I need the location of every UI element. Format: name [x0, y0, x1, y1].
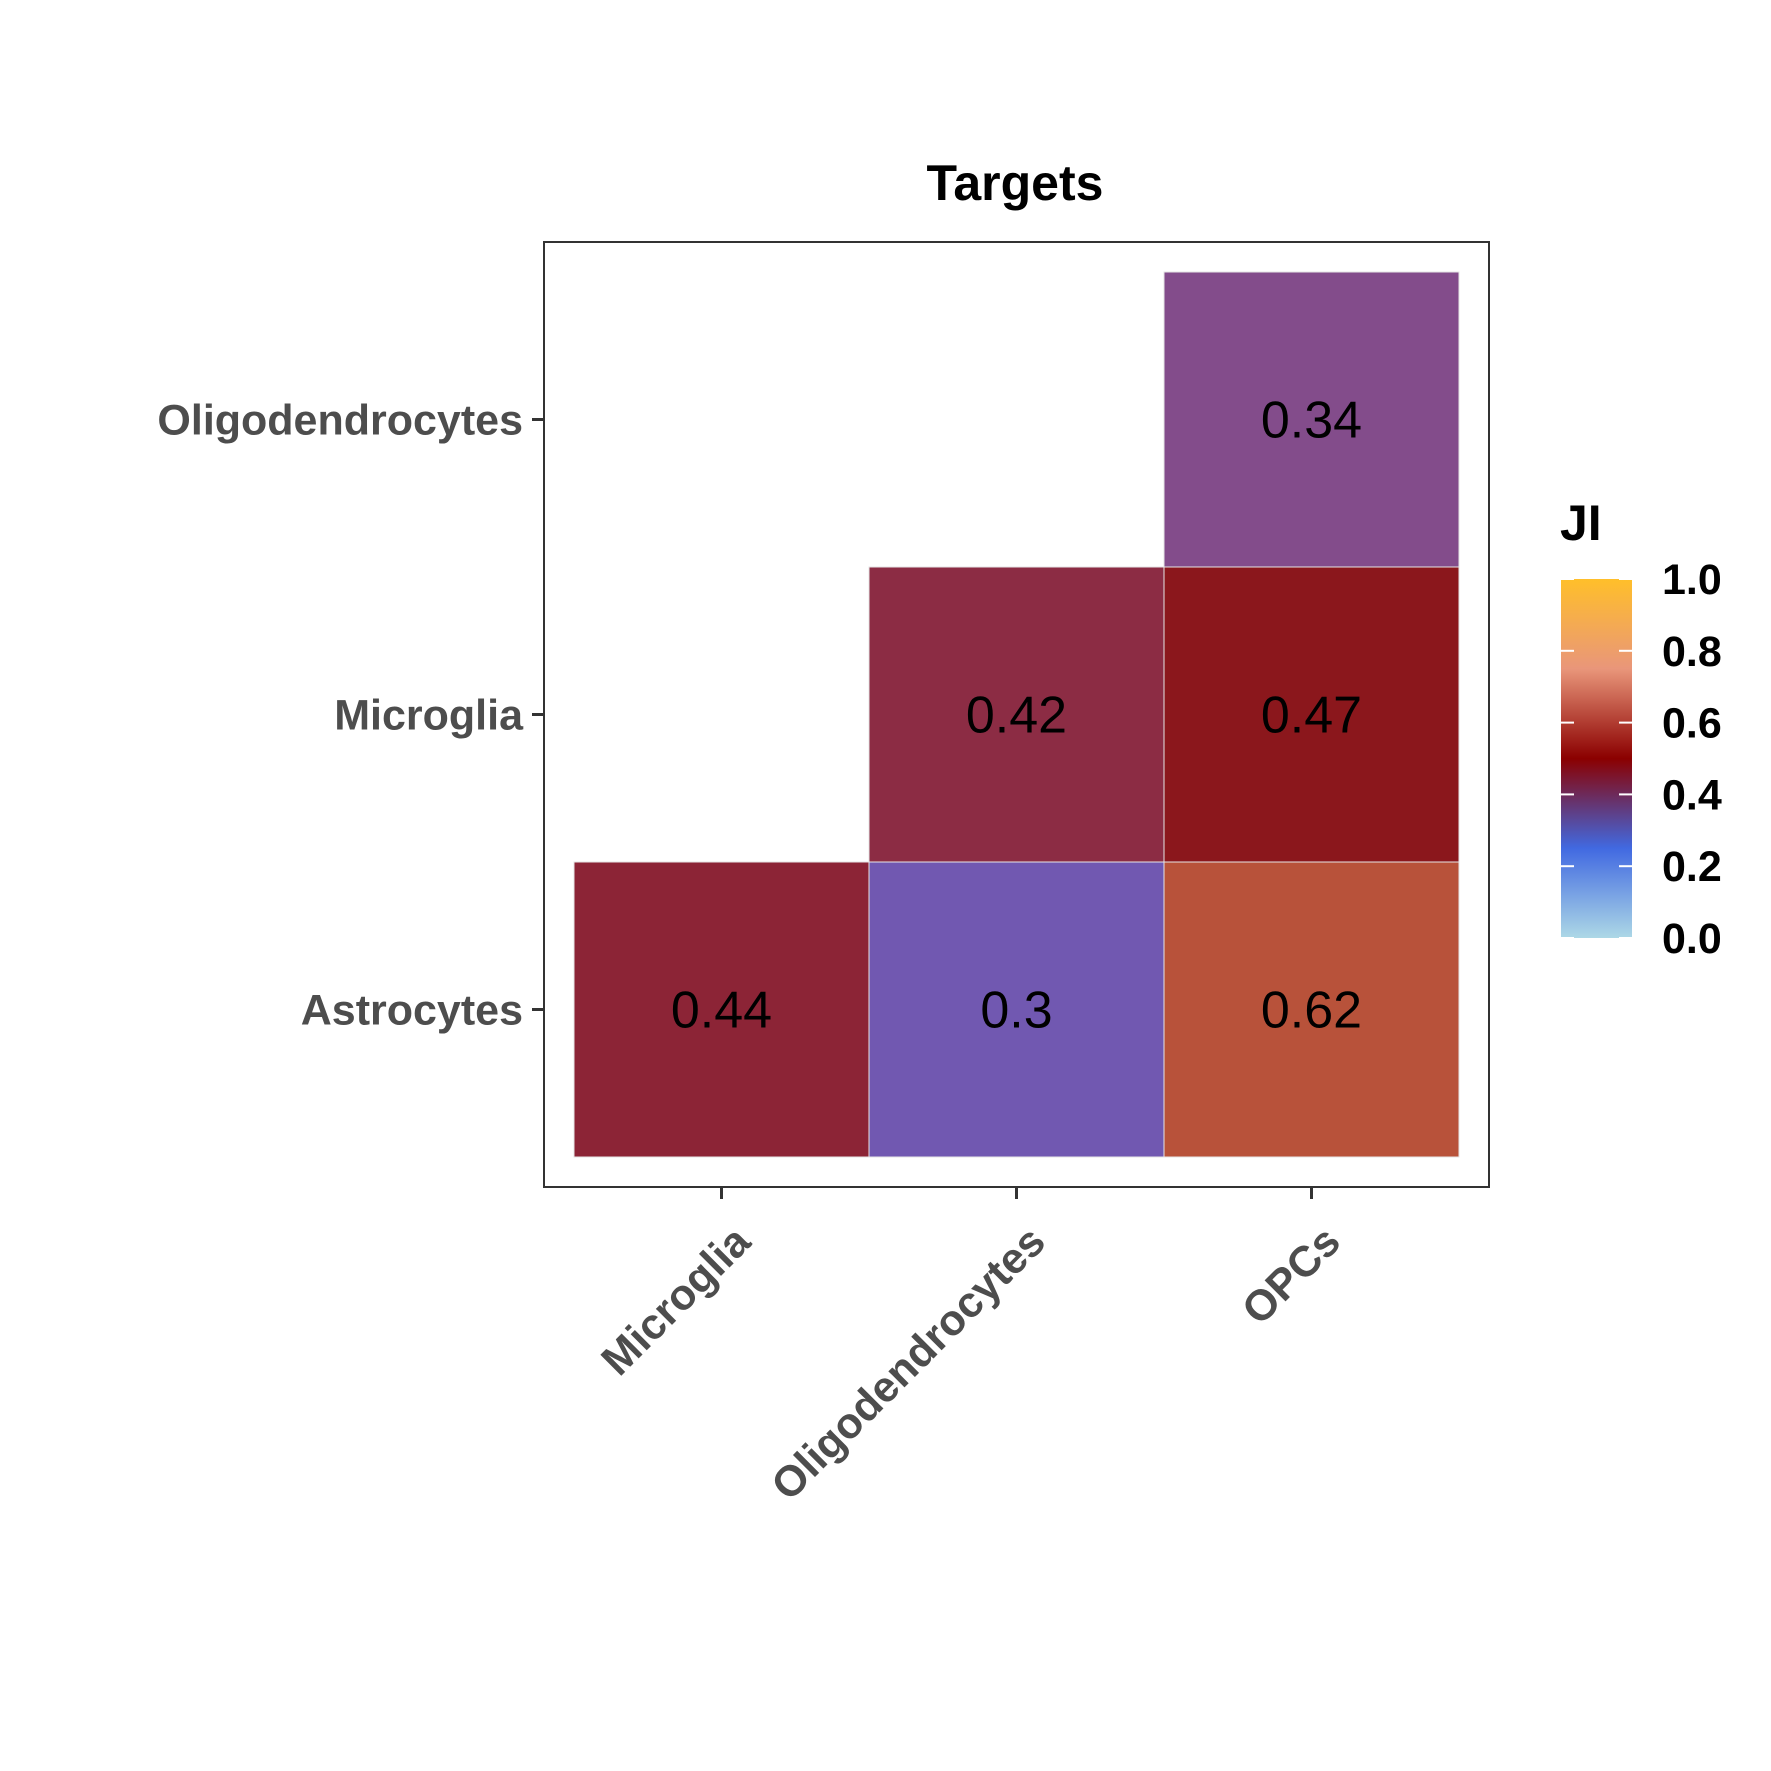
legend-tick-label-1-0: 1.0	[1662, 556, 1722, 604]
heatmap-cell-microglia-opcs	[1163, 566, 1460, 863]
heatmap-cell-astrocytes-oligodendrocytes	[868, 861, 1165, 1158]
legend-ticks: 0.0 0.2 0.4 0.6 0.8 1.0	[1561, 556, 1722, 963]
x-tick-label-microglia: Microglia	[592, 1217, 760, 1385]
cell-value-label-microglia-opcs: 0.47	[1261, 687, 1362, 745]
y-tick-label-astrocytes: Astrocytes	[301, 987, 523, 1035]
cell-value-label-astrocytes-opcs: 0.62	[1261, 982, 1362, 1040]
legend-tick-label-0-0: 0.0	[1662, 915, 1722, 963]
heatmap-cells: 0.44 0.3 0.62 0.42 0.47 0.34	[573, 271, 1460, 1158]
legend-tick-label-0-2: 0.2	[1662, 843, 1722, 891]
legend-colorbar	[1561, 579, 1632, 938]
color-legend: JI 0.0 0.2 0.4 0.6 0.8 1.0	[1560, 495, 1722, 963]
legend-tick-label-0-6: 0.6	[1662, 700, 1722, 748]
x-tick-label-oligodendrocytes: Oligodendrocytes	[762, 1217, 1054, 1509]
legend-title: JI	[1560, 495, 1602, 551]
cell-value-label-astrocytes-microglia: 0.44	[671, 982, 772, 1040]
legend-tick-label-0-8: 0.8	[1662, 628, 1722, 676]
y-tick-label-microglia: Microglia	[334, 692, 524, 740]
x-axis: Microglia Oligodendrocytes OPCs	[592, 1187, 1350, 1510]
cell-value-label-oligodendrocytes-opcs: 0.34	[1261, 392, 1362, 450]
heatmap-cell-astrocytes-microglia	[573, 861, 870, 1158]
y-tick-label-oligodendrocytes: Oligodendrocytes	[157, 397, 523, 445]
heatmap-cell-microglia-oligodendrocytes	[868, 566, 1165, 863]
heatmap-cell-oligodendrocytes-opcs	[1163, 271, 1460, 568]
chart-title: Targets	[927, 155, 1104, 211]
cell-value-label-astrocytes-oligodendrocytes: 0.3	[980, 982, 1052, 1040]
cell-value-label-microglia-oligodendrocytes: 0.42	[966, 687, 1067, 745]
legend-tick-label-0-4: 0.4	[1662, 771, 1722, 819]
y-axis: Astrocytes Microglia Oligodendrocytes	[157, 397, 544, 1035]
x-tick-label-opcs: OPCs	[1233, 1217, 1350, 1334]
